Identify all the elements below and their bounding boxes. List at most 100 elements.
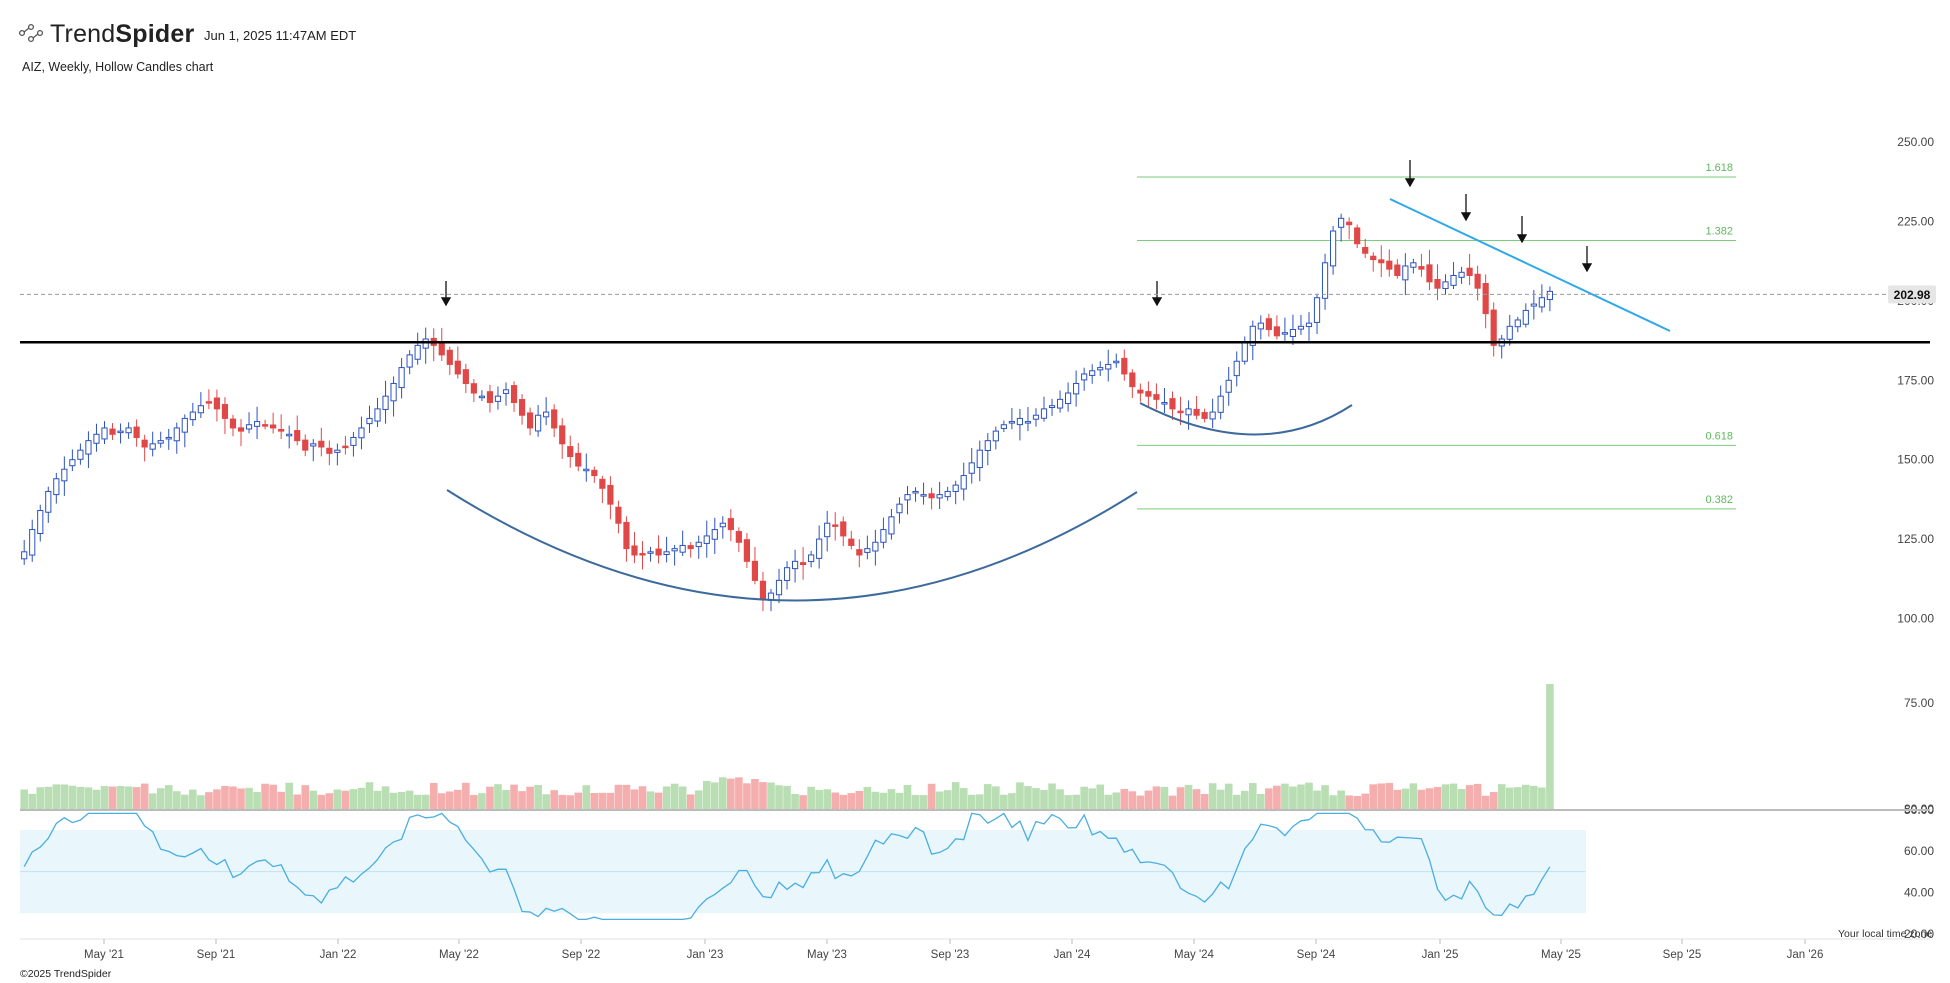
volume-bar [261,783,269,810]
volume-bar [1538,787,1546,810]
volume-bar [1072,794,1080,810]
candle [358,416,365,450]
candle [647,546,654,562]
volume-bar [614,784,623,810]
volume-bar [1265,788,1273,810]
candle [687,542,694,558]
candle [270,412,277,434]
candle [1241,336,1248,365]
candle [1000,420,1007,433]
volume-bar [229,786,237,810]
volume-bar [373,790,382,810]
candle [856,539,863,568]
volume-bar [1024,786,1032,810]
volume-bar [1048,783,1056,810]
volume-bar [486,786,494,810]
resistance-arrows [440,160,1593,307]
candle [406,350,413,375]
volume-bar [887,789,896,810]
volume-bar [1056,789,1064,810]
candle [278,414,285,440]
rsi-tick-label: 40.00 [1904,885,1934,899]
volume-bar [189,789,197,810]
volume-bar [558,794,567,810]
candle [165,428,172,450]
time-tick-label: May '24 [1174,949,1215,961]
volume-bar [1192,789,1201,810]
candle [213,389,221,422]
rsi-line [23,812,1551,921]
volume-bar [903,784,912,810]
candle [599,475,606,504]
volume-bar [638,786,647,810]
candle [1321,253,1329,310]
volume-bar [775,785,783,810]
handle-arc [1139,402,1353,436]
volume-bar [895,792,904,810]
time-tick-label: Jan '26 [1787,949,1824,961]
candle [1201,408,1208,423]
volume-bar [678,786,687,810]
candle [992,426,999,450]
volume-bar [1337,790,1345,810]
candle [85,431,92,468]
volume-bar [1329,795,1337,810]
candle [1426,249,1433,291]
candle [173,422,180,454]
volume-bar [1505,787,1514,810]
volume-bar [381,786,390,810]
volume-bar [365,782,374,810]
candle [840,516,847,547]
candle [1161,387,1168,414]
volume-bar [662,786,671,810]
last-price-label: 202.98 [1894,288,1931,302]
candle [1362,238,1369,259]
volume-bar [1425,788,1434,810]
candle [133,419,140,447]
copyright: ©2025 TrendSpider [20,968,112,980]
candle [1418,253,1425,277]
volume-bar [437,793,446,810]
volume-bar [132,787,141,810]
volume-bar [221,785,229,810]
candle [1089,364,1096,384]
candle [1145,381,1152,408]
candle [1040,396,1048,422]
volume-bar [164,785,173,810]
candle [1370,252,1377,272]
volume-bar [1016,782,1024,810]
volume-bar [52,784,61,810]
candle [800,547,807,580]
volume-bar [124,786,133,810]
candle [117,423,124,444]
candle [37,504,44,542]
candle [759,571,767,612]
rsi-line [23,812,1551,921]
candle [711,517,718,554]
candle [896,497,903,524]
candle [414,332,421,365]
price-tick-label: 125.00 [1897,532,1934,546]
candle [1233,351,1240,387]
candle [639,541,646,570]
volume-bar [951,782,960,810]
volume-bar [237,788,245,810]
candle [526,407,534,436]
volume-bar [1313,790,1321,810]
volume-bar [1433,787,1442,810]
chart-timestamp: Jun 1, 2025 11:47AM EDT [204,28,357,43]
volume-bar [1200,793,1209,810]
volume-bar [534,784,542,810]
volume-bar [108,786,117,810]
volume-bar [92,789,101,810]
candle [93,423,100,452]
volume-bar [879,792,888,810]
candle [398,357,405,399]
candle [29,519,36,562]
volume-bar [1032,788,1040,810]
volume-bar [357,787,366,810]
volume-bar [646,791,655,810]
time-tick-label: Sep '23 [931,949,970,961]
timezone-note: Your local time zone [1838,928,1933,940]
